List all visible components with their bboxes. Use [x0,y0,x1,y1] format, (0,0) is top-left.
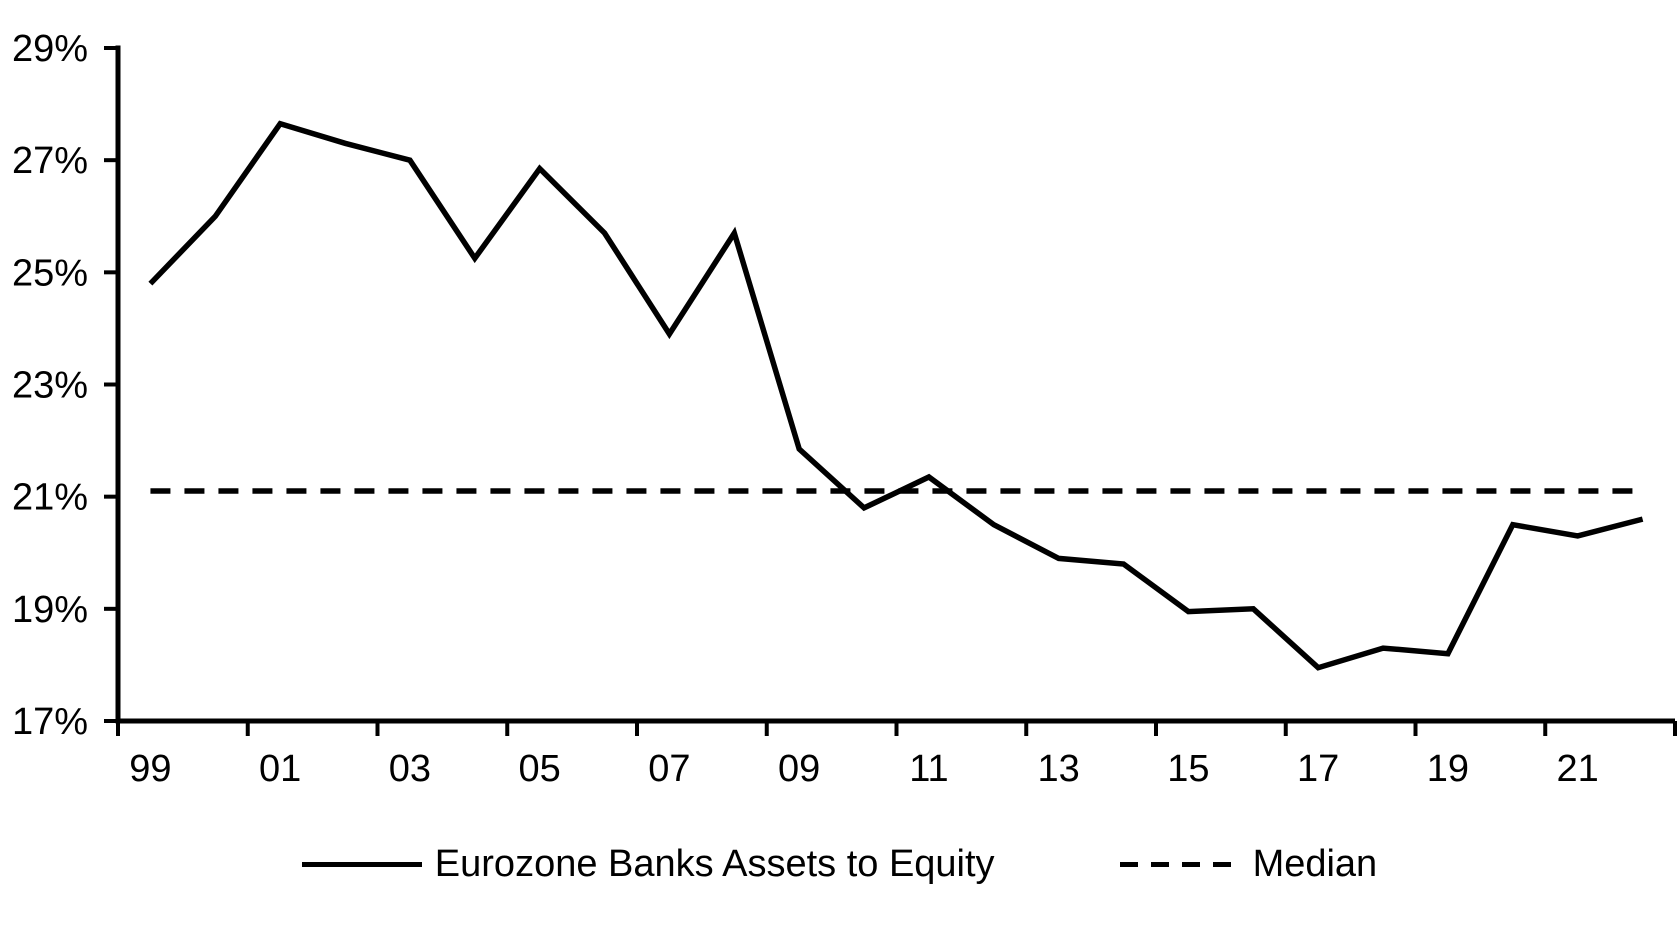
solid-line-swatch-icon [301,862,422,868]
x-tick-label: 11 [909,748,948,790]
legend-item-series: Eurozone Banks Assets to Equity [301,843,995,886]
series-legend-label: Eurozone Banks Assets to Equity [434,843,995,885]
dashed-line-swatch-icon [1119,862,1240,868]
x-tick-label: 99 [129,748,171,790]
series-line-eurozone-banks-assets-to-equity [148,120,1644,671]
line-chart: 17% 19% 21% 23% 25% 27% 29% 99 01 03 05 07 09 11 13 15 1… [12,28,1677,790]
legend-item-median: Median [1119,843,1378,886]
y-tick-label: 21% [12,477,88,519]
y-tick-label: 29% [12,28,88,70]
x-tick-label: 07 [648,748,690,790]
y-tick-label: 25% [12,252,88,294]
y-tick-label: 17% [12,701,88,743]
x-tick-label: 13 [1038,748,1080,790]
x-tick-label: 21 [1557,748,1599,790]
x-tick-label: 03 [389,748,431,790]
chart-legend: Eurozone Banks Assets to Equity Median [0,843,1679,886]
x-tick-label: 15 [1167,748,1209,790]
x-tick-label: 05 [519,748,561,790]
y-tick-label: 27% [12,140,88,182]
y-tick-label: 23% [12,365,88,407]
x-tick-label: 17 [1297,748,1339,790]
x-tick-label: 09 [778,748,820,790]
median-legend-label: Median [1252,843,1378,885]
x-tick-label: 19 [1427,748,1469,790]
y-tick-label: 19% [12,589,88,631]
x-tick-label: 01 [259,748,301,790]
